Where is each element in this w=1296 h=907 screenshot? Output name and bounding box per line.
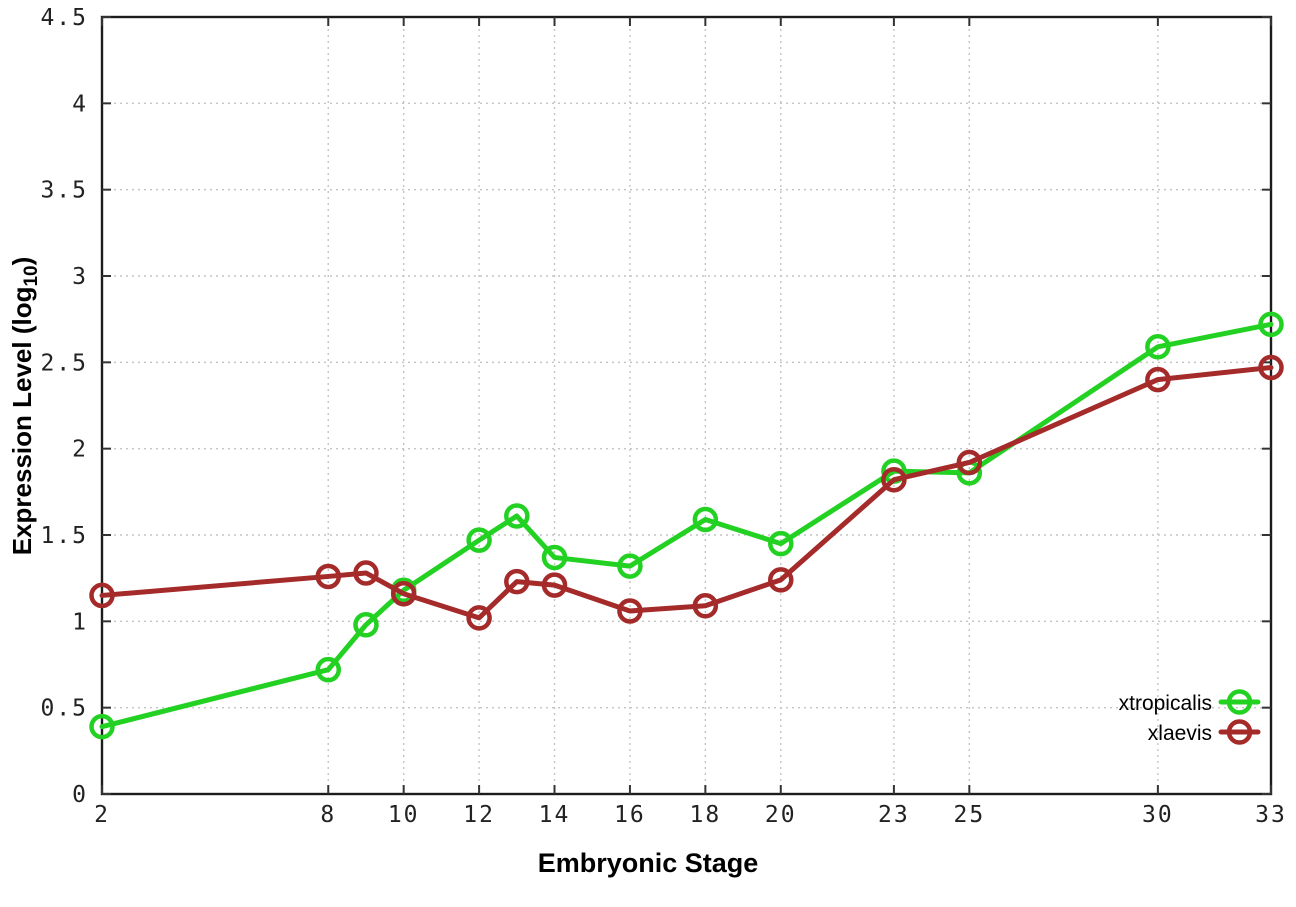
- legend-label-xtropicalis: xtropicalis: [1119, 692, 1212, 715]
- legend-marker-xtropicalis: [1226, 689, 1253, 715]
- x-tick-label: 10: [388, 802, 420, 828]
- x-tick-label: 16: [614, 802, 646, 828]
- x-tick-label: 18: [690, 802, 722, 828]
- data-point-xlaevis: [1145, 366, 1171, 393]
- y-axis-title: Expression Level (log10): [7, 226, 43, 586]
- x-tick-label: 25: [953, 802, 985, 828]
- legend-marker-xlaevis: [1226, 719, 1253, 745]
- data-point-xlaevis: [315, 563, 342, 590]
- x-tick-label: 2: [94, 802, 110, 828]
- data-point-xlaevis: [881, 466, 907, 493]
- x-axis-title: Embryonic Stage: [537, 848, 759, 878]
- data-point-xtropicalis: [768, 530, 794, 557]
- data-point-xlaevis: [768, 567, 794, 593]
- x-tick-label: 23: [878, 802, 910, 828]
- y-tick-label: 1.5: [40, 523, 88, 549]
- series-line-xtropicalis: [99, 321, 1274, 730]
- y-tick-label: 0: [72, 782, 88, 808]
- x-tick-label: 33: [1255, 802, 1287, 828]
- y-tick-label: 0.5: [40, 696, 88, 722]
- legend-label-xlaevis: xlaevis: [1148, 722, 1212, 745]
- y-tick-label: 3: [72, 264, 88, 290]
- x-tick-label: 30: [1142, 802, 1174, 828]
- y-tick-label: 3.5: [40, 178, 88, 204]
- data-point-xlaevis: [692, 593, 719, 619]
- y-axis-title-subscript: 10: [21, 265, 42, 287]
- data-point-xtropicalis: [692, 506, 719, 533]
- y-tick-label: 1: [72, 609, 88, 635]
- data-point-xtropicalis: [1258, 311, 1284, 338]
- data-point-xlaevis: [541, 572, 568, 598]
- data-point-xlaevis: [1258, 354, 1284, 381]
- y-axis-title-text: Expression Level (log: [7, 286, 37, 556]
- y-tick-label: 2: [72, 437, 88, 463]
- y-tick-label: 2.5: [40, 350, 88, 376]
- plot-frame: [100, 15, 1273, 796]
- data-point-xtropicalis: [617, 553, 643, 579]
- x-tick-label: 12: [463, 802, 495, 828]
- x-tick-label: 8: [320, 802, 336, 828]
- data-point-xtropicalis: [89, 713, 115, 740]
- data-point-xlaevis: [956, 449, 983, 476]
- data-point-xtropicalis: [1145, 334, 1171, 360]
- y-axis-title-close: ): [7, 256, 37, 266]
- data-point-xlaevis: [353, 560, 379, 586]
- x-tick-label: 20: [765, 802, 797, 828]
- data-point-xtropicalis: [466, 527, 492, 553]
- data-point-xtropicalis: [541, 544, 568, 571]
- data-point-xlaevis: [466, 605, 492, 631]
- data-point-xtropicalis: [353, 612, 379, 638]
- series-line-xlaevis: [99, 365, 1274, 621]
- data-point-xtropicalis: [315, 656, 342, 683]
- y-tick-label: 4: [72, 91, 88, 117]
- data-point-xtropicalis: [504, 503, 530, 529]
- data-point-xlaevis: [89, 582, 115, 609]
- data-point-xlaevis: [504, 568, 530, 595]
- x-tick-label: 14: [539, 802, 571, 828]
- data-point-xlaevis: [390, 580, 417, 607]
- y-tick-label: 4.5: [40, 5, 88, 31]
- data-point-xlaevis: [617, 598, 643, 624]
